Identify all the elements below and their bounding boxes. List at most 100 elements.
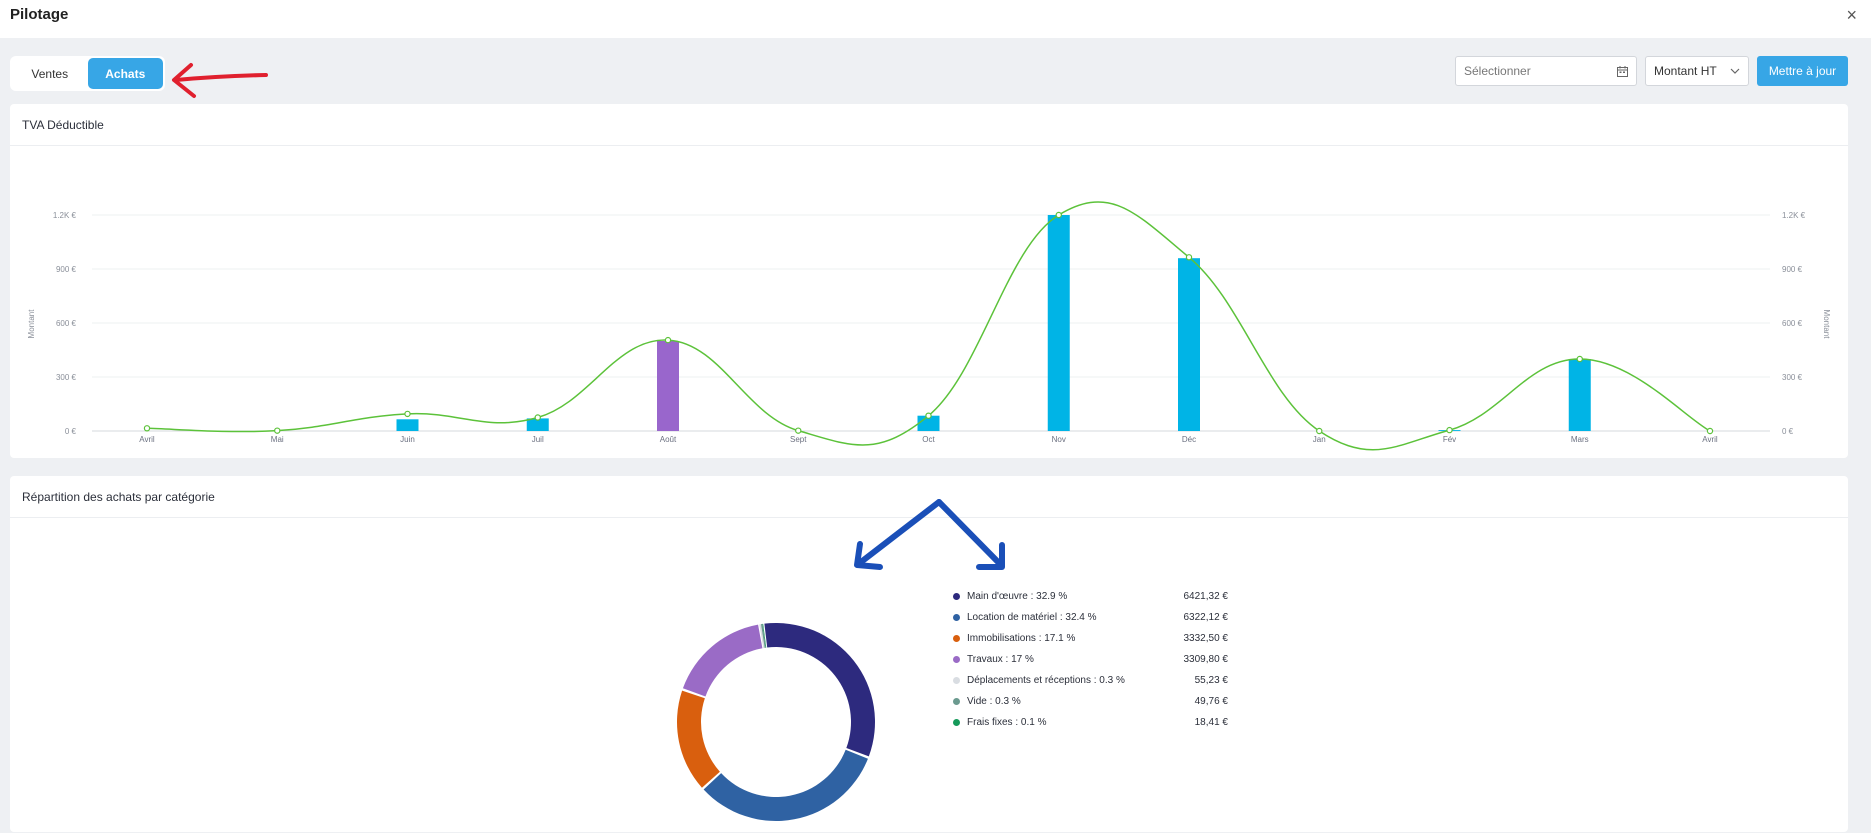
donut-legend-item[interactable]: Frais fixes : 0.1 % 18,41 € bbox=[953, 712, 1228, 733]
y-tick-label-left: 0 € bbox=[65, 427, 77, 436]
donut-legend-value: 55,23 € bbox=[1194, 675, 1228, 686]
x-tick-label: Sept bbox=[790, 435, 807, 444]
legend-dot-swatch bbox=[953, 719, 960, 726]
x-tick-label: Jan bbox=[1313, 435, 1326, 444]
donut-legend-label: Déplacements et réceptions : 0.3 % bbox=[967, 675, 1125, 686]
y-axis-label-right: Montant bbox=[1822, 310, 1831, 340]
donut-legend-item[interactable]: Immobilisations : 17.1 % 3332,50 € bbox=[953, 628, 1228, 649]
y-tick-label-right: 600 € bbox=[1782, 319, 1803, 328]
line-point[interactable] bbox=[664, 336, 672, 344]
x-tick-label: Nov bbox=[1052, 435, 1066, 444]
x-tick-label: Oct bbox=[922, 435, 935, 444]
x-tick-label: Mai bbox=[271, 435, 284, 444]
donut-slice[interactable] bbox=[682, 624, 763, 697]
donut-slice[interactable] bbox=[703, 749, 868, 822]
bar-tva-20-[interactable] bbox=[396, 419, 419, 431]
red-arrow-annotation bbox=[172, 63, 268, 98]
tva-chart: 0 € 0 € 300 € 300 € 600 € 600 € 900 € 900 € 1.2K… bbox=[27, 201, 1831, 483]
donut-legend-label: Immobilisations : 17.1 % bbox=[967, 633, 1076, 644]
y-tick-label-right: 1.2K € bbox=[1782, 211, 1806, 220]
donut-slice[interactable] bbox=[759, 624, 765, 649]
y-axis-label-left: Montant bbox=[27, 309, 36, 339]
donut-slice[interactable] bbox=[761, 623, 766, 648]
x-tick-label: Avril bbox=[1702, 435, 1718, 444]
bar-tva-20-[interactable] bbox=[526, 418, 549, 431]
close-icon[interactable]: × bbox=[1846, 5, 1857, 25]
line-point[interactable] bbox=[404, 410, 411, 418]
donut-slice[interactable] bbox=[676, 690, 720, 788]
achats-tab[interactable]: Achats bbox=[87, 58, 163, 89]
x-tick-label: Août bbox=[660, 435, 677, 444]
donut-legend-item[interactable]: Déplacements et réceptions : 0.3 % 55,23 … bbox=[953, 670, 1228, 691]
line-point[interactable] bbox=[925, 412, 932, 419]
x-tick-label: Fév bbox=[1443, 435, 1456, 444]
x-tick-label: Avril bbox=[139, 435, 155, 444]
line-point[interactable] bbox=[1576, 355, 1583, 363]
bar-tva-20-[interactable] bbox=[1568, 359, 1591, 431]
donut-legend-value: 3332,50 € bbox=[1183, 633, 1229, 644]
donut-legend-value: 3309,80 € bbox=[1183, 654, 1229, 665]
donut-legend-label: Travaux : 17 % bbox=[967, 654, 1034, 665]
update-button[interactable]: Mettre à jour bbox=[1757, 56, 1848, 86]
category-donut-chart bbox=[676, 623, 876, 822]
y-tick-label-right: 0 € bbox=[1782, 427, 1794, 436]
title-bar: Pilotage × bbox=[0, 0, 1871, 38]
donut-legend-label: Main d'œuvre : 32.9 % bbox=[967, 591, 1068, 602]
category-chart-title: Répartition des achats par catégorie bbox=[10, 476, 1848, 518]
legend-dot-swatch bbox=[953, 593, 960, 600]
donut-legend-item[interactable]: Main d'œuvre : 32.9 % 6421,32 € bbox=[953, 586, 1228, 607]
page-title: Pilotage bbox=[10, 6, 69, 23]
donut-legend: Main d'œuvre : 32.9 % 6421,32 € Location d… bbox=[953, 586, 1228, 733]
toolbar-controls: Sélectionner Montant HT Mettre à jour bbox=[1455, 56, 1848, 86]
line-point[interactable] bbox=[143, 425, 151, 432]
amount-select-value: Montant HT bbox=[1654, 64, 1717, 78]
y-tick-label-left: 300 € bbox=[56, 373, 77, 382]
x-tick-label: Juil bbox=[532, 435, 544, 444]
x-tick-label: Déc bbox=[1182, 435, 1196, 444]
donut-legend-value: 6421,32 € bbox=[1183, 591, 1229, 602]
y-tick-label-right: 900 € bbox=[1782, 265, 1803, 274]
line-point[interactable] bbox=[1316, 427, 1323, 435]
legend-dot-swatch bbox=[953, 656, 960, 663]
x-tick-label: Juin bbox=[400, 435, 415, 444]
line-point[interactable] bbox=[1706, 427, 1714, 435]
donut-legend-item[interactable]: Travaux : 17 % 3309,80 € bbox=[953, 649, 1228, 670]
donut-legend-label: Frais fixes : 0.1 % bbox=[967, 717, 1047, 728]
donut-legend-item[interactable]: Vide : 0.3 % 49,76 € bbox=[953, 691, 1228, 712]
legend-dot-swatch bbox=[953, 614, 960, 621]
y-tick-label-left: 1.2K € bbox=[53, 211, 77, 220]
category-breakdown-card: Répartition des achats par catégorie bbox=[10, 476, 1848, 832]
line-point[interactable] bbox=[1055, 211, 1062, 219]
bar-tva-10-[interactable] bbox=[657, 341, 679, 431]
donut-legend-label: Location de matériel : 32.4 % bbox=[967, 612, 1097, 623]
amount-type-select[interactable]: Montant HT bbox=[1645, 56, 1749, 86]
chevron-down-icon bbox=[1730, 68, 1740, 74]
donut-legend-value: 49,76 € bbox=[1194, 696, 1228, 707]
line-point[interactable] bbox=[534, 414, 541, 421]
donut-legend-item[interactable]: Location de matériel : 32.4 % 6322,12 € bbox=[953, 607, 1228, 628]
line-point[interactable] bbox=[1446, 426, 1453, 434]
y-tick-label-left: 900 € bbox=[56, 265, 77, 274]
line-point[interactable] bbox=[795, 427, 802, 434]
legend-dot-swatch bbox=[953, 635, 960, 642]
x-tick-label: Mars bbox=[1571, 435, 1589, 444]
line-point[interactable] bbox=[1185, 254, 1193, 261]
donut-legend-label: Vide : 0.3 % bbox=[967, 696, 1021, 707]
legend-dot-swatch bbox=[953, 698, 960, 705]
donut-legend-value: 6322,12 € bbox=[1183, 612, 1229, 623]
donut-slice[interactable] bbox=[764, 623, 876, 757]
date-picker-input[interactable]: Sélectionner bbox=[1455, 56, 1637, 86]
date-placeholder: Sélectionner bbox=[1464, 64, 1531, 78]
y-tick-label-right: 300 € bbox=[1782, 373, 1803, 382]
donut-legend-value: 18,41 € bbox=[1194, 717, 1228, 728]
bar-tva-20-[interactable] bbox=[1047, 215, 1070, 431]
ventes-achats-toggle: Ventes Achats bbox=[10, 56, 165, 91]
y-tick-label-left: 600 € bbox=[56, 319, 77, 328]
ventes-tab[interactable]: Ventes bbox=[31, 66, 69, 81]
bar-tva-20-[interactable] bbox=[1178, 258, 1200, 431]
legend-dot-swatch bbox=[953, 677, 960, 684]
line-point[interactable] bbox=[274, 427, 281, 434]
tva-deductible-card: TVA Déductible 0 € 0 € 300 € 300 € 600 € 600 … bbox=[10, 104, 1848, 483]
donut-slice[interactable] bbox=[762, 623, 767, 648]
calendar-icon bbox=[1617, 65, 1628, 77]
